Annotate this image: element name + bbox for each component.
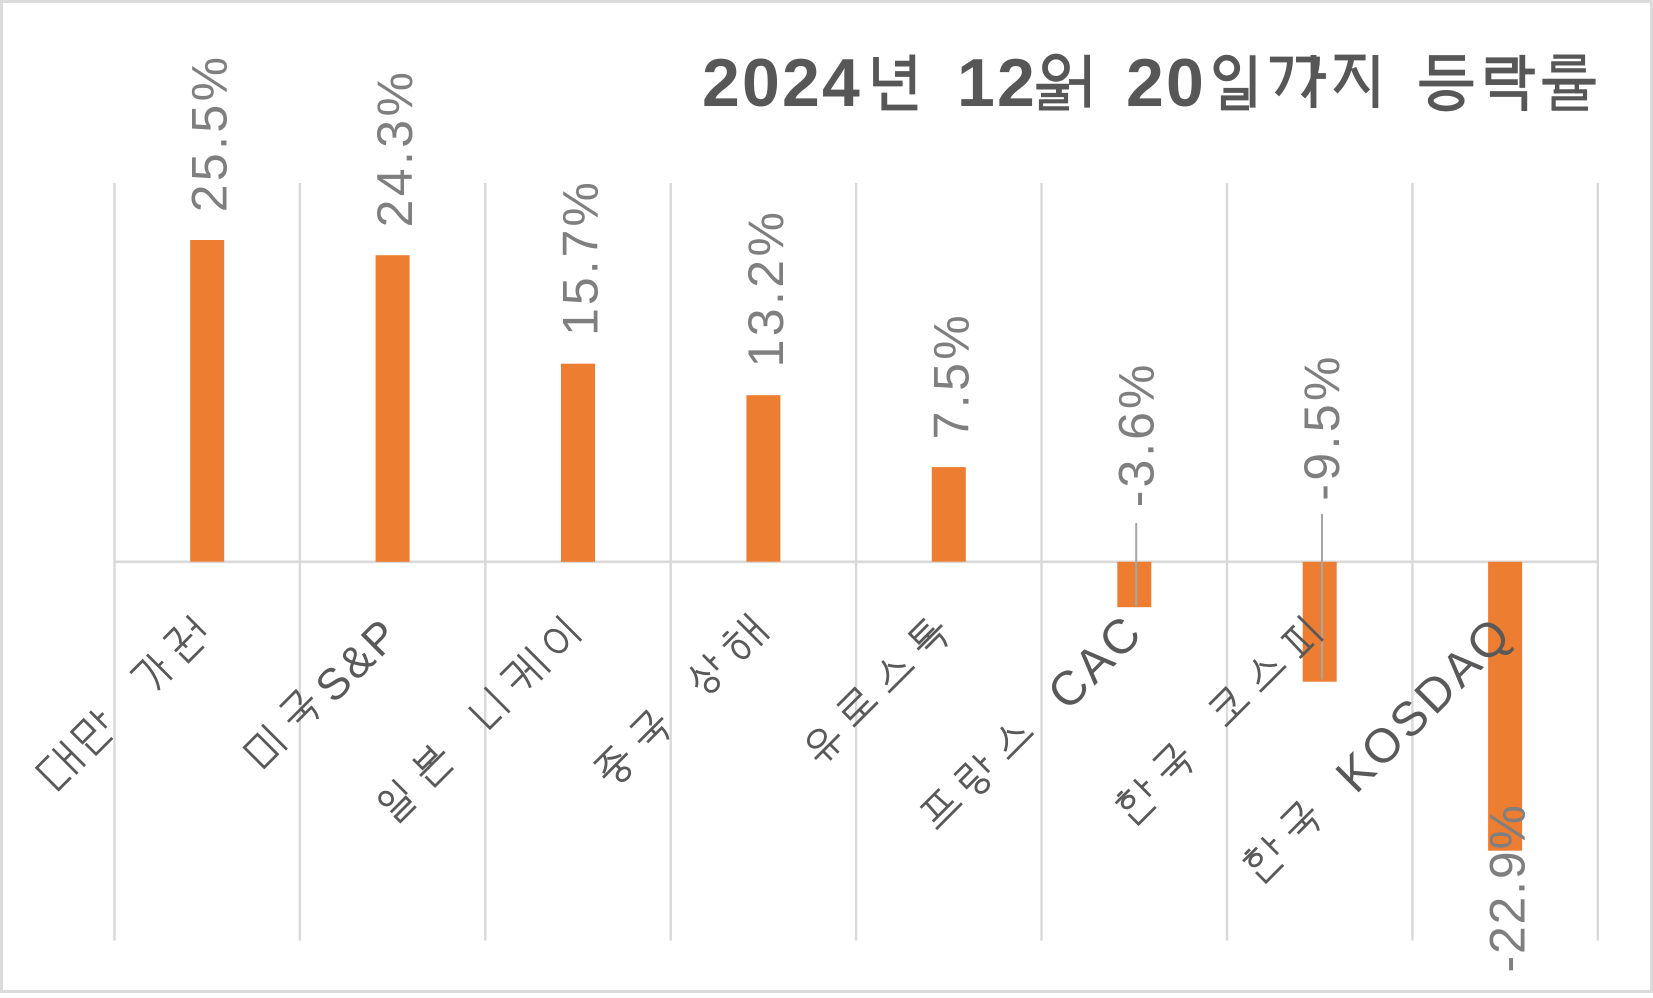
svg-text:7.5%: 7.5% [923,312,979,440]
svg-text:12: 12 [957,45,1037,121]
svg-text:2024: 2024 [702,45,862,121]
svg-text:-3.6%: -3.6% [1109,362,1165,508]
svg-text:24.3%: 24.3% [367,69,423,228]
svg-text:13.2%: 13.2% [738,209,794,368]
svg-text:-9.5%: -9.5% [1294,353,1350,501]
svg-text:25.5%: 25.5% [182,54,238,213]
svg-text:20: 20 [1126,45,1206,121]
svg-text:-22.9%: -22.9% [1480,803,1536,972]
svg-text:15.7%: 15.7% [553,179,609,336]
